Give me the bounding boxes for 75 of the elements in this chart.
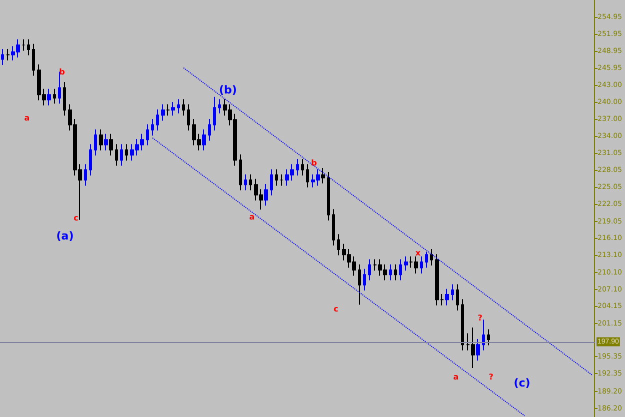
candlestick bbox=[115, 144, 118, 166]
candlestick bbox=[99, 128, 103, 151]
candlestick bbox=[332, 208, 335, 246]
candlestick bbox=[109, 133, 113, 156]
candlestick bbox=[208, 118, 211, 142]
candlestick bbox=[456, 284, 459, 311]
candlestick bbox=[89, 144, 92, 176]
candlestick bbox=[151, 118, 154, 136]
annotation: b bbox=[59, 68, 66, 76]
candlestick bbox=[125, 144, 128, 162]
annotation: (a) bbox=[56, 230, 74, 242]
annotation: a bbox=[453, 372, 459, 382]
candlestick bbox=[63, 82, 66, 116]
candlestick bbox=[244, 174, 247, 191]
candlestick bbox=[461, 298, 464, 351]
annotation: ? bbox=[478, 314, 483, 322]
candlestick bbox=[389, 264, 392, 281]
candlestick bbox=[425, 251, 428, 268]
candlestick bbox=[166, 104, 170, 116]
annotation: c bbox=[334, 304, 339, 314]
candlestick bbox=[358, 264, 361, 306]
candlestick bbox=[399, 258, 402, 281]
candlestick bbox=[213, 96, 216, 131]
candlestick bbox=[84, 164, 87, 186]
candlestick bbox=[264, 184, 268, 206]
candlestick bbox=[218, 98, 221, 114]
candlestick bbox=[270, 168, 273, 196]
candlestick bbox=[239, 154, 242, 191]
candlestick bbox=[22, 38, 25, 52]
candlestick bbox=[104, 133, 108, 151]
candlestick bbox=[177, 98, 180, 114]
candlestick bbox=[53, 88, 56, 104]
candlestick bbox=[321, 168, 325, 184]
candlestick bbox=[368, 258, 371, 281]
candlestick bbox=[301, 158, 304, 176]
candlestick bbox=[120, 144, 123, 166]
annotation: (c) bbox=[514, 376, 530, 390]
candlestick bbox=[47, 88, 51, 106]
candlestick bbox=[430, 248, 433, 266]
annotation: (b) bbox=[219, 84, 237, 96]
candlestick bbox=[249, 174, 252, 191]
candlestick bbox=[1, 48, 4, 66]
candlestick bbox=[202, 128, 206, 151]
candlestick bbox=[32, 43, 35, 76]
candlestick bbox=[482, 319, 485, 351]
candlestick bbox=[445, 288, 449, 306]
candlestick bbox=[156, 108, 159, 131]
annotation: c bbox=[74, 214, 79, 222]
candlestick bbox=[27, 38, 30, 56]
candlestick bbox=[404, 256, 408, 272]
candlestick bbox=[187, 104, 190, 131]
candlestick bbox=[275, 168, 278, 186]
candlestick bbox=[327, 172, 330, 221]
candlestick bbox=[146, 124, 149, 146]
candlestick bbox=[6, 48, 10, 61]
candlestick bbox=[487, 328, 490, 346]
candlestick bbox=[394, 264, 397, 281]
candlestick bbox=[476, 338, 480, 362]
annotation: a bbox=[249, 212, 255, 222]
candlestick bbox=[420, 256, 423, 274]
candlestick bbox=[296, 158, 299, 176]
candlestick bbox=[58, 71, 61, 104]
candlestick bbox=[171, 101, 175, 116]
candlestick bbox=[363, 268, 366, 292]
candlestick bbox=[182, 98, 185, 116]
annotation: a bbox=[24, 114, 30, 122]
annotation: ? bbox=[488, 372, 494, 382]
candlestick bbox=[280, 174, 283, 186]
annotation: x bbox=[415, 248, 422, 258]
candlestick bbox=[94, 128, 97, 156]
candlestick bbox=[161, 104, 165, 122]
candlestick bbox=[451, 284, 454, 301]
candlestick bbox=[306, 164, 309, 188]
annotation: b bbox=[311, 158, 318, 168]
candlestick bbox=[337, 234, 340, 256]
